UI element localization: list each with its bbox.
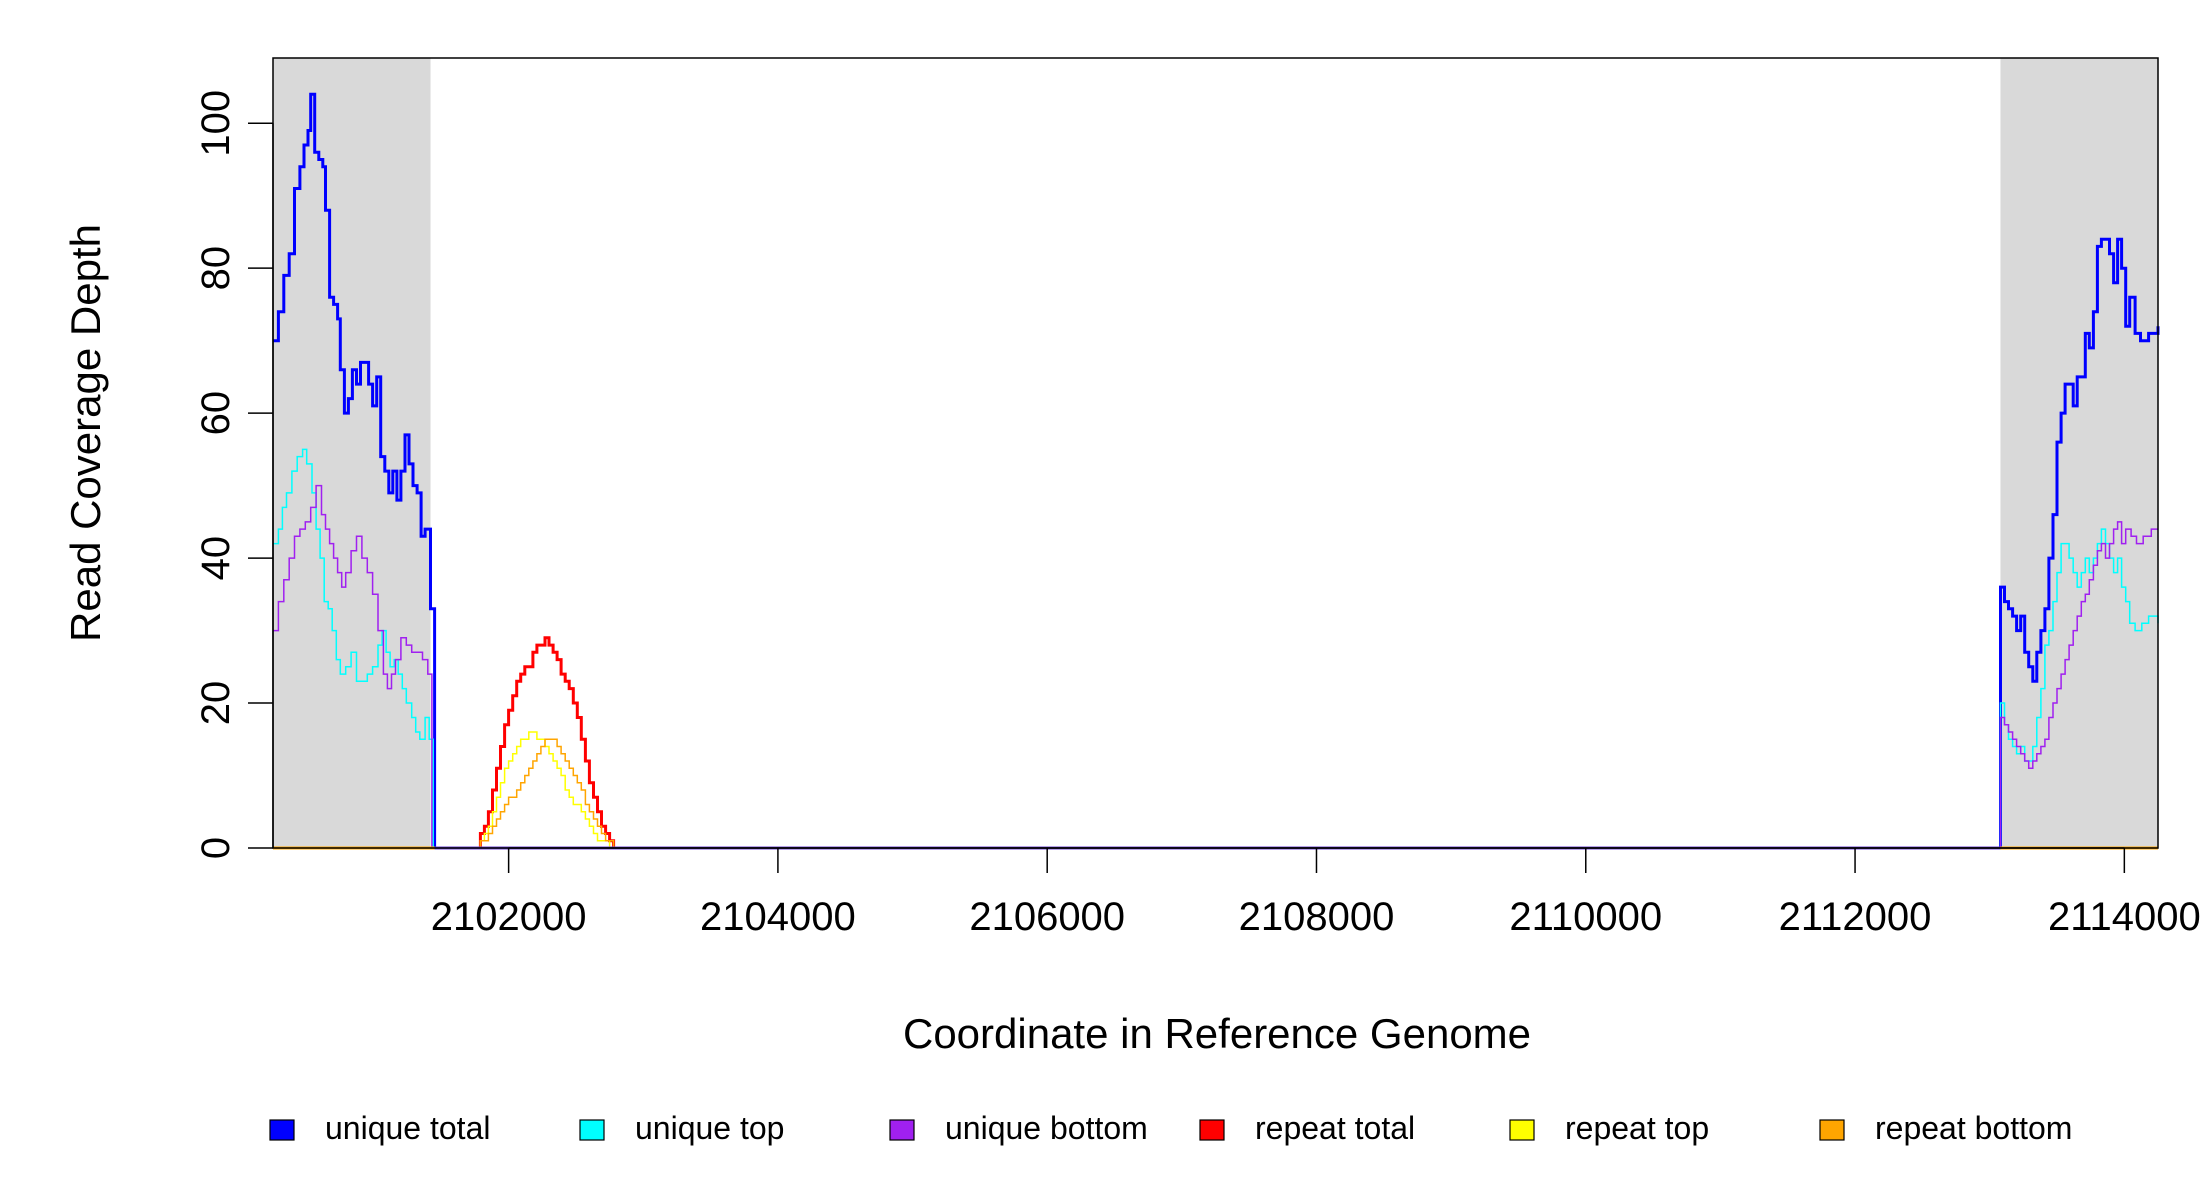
- y-tick-label: 80: [194, 246, 238, 291]
- x-tick-label: 2112000: [1779, 895, 1932, 939]
- y-tick-label: 100: [194, 90, 238, 157]
- shaded-regions: [273, 58, 2158, 848]
- shaded-region-2: [2000, 58, 2158, 848]
- legend-label: unique bottom: [945, 1110, 1148, 1146]
- x-axis-label: Coordinate in Reference Genome: [903, 1010, 1531, 1057]
- plot-frame: [272, 57, 2159, 849]
- legend-swatch: [1199, 1119, 1225, 1141]
- x-tick-label: 2110000: [1509, 895, 1662, 939]
- legend-label: repeat top: [1565, 1110, 1709, 1146]
- series-lines: [273, 92, 2160, 850]
- y-tick-label: 60: [194, 391, 238, 436]
- legend-item-repeat-bottom: repeat bottom: [1819, 1110, 2072, 1146]
- legend-label: repeat total: [1255, 1110, 1415, 1146]
- legend-swatch: [1509, 1119, 1535, 1141]
- series-line-repeat-bottom: [476, 738, 615, 849]
- legend-item-repeat-total: repeat total: [1199, 1110, 1415, 1146]
- legend-swatch: [579, 1119, 605, 1141]
- series-line-repeat-total: [476, 636, 616, 850]
- y-axis-label: Read Coverage Depth: [62, 224, 109, 642]
- x-tick-label: 2114000: [2048, 895, 2200, 939]
- legend-swatch: [269, 1119, 295, 1141]
- legend: unique total unique top unique bottom repea…: [269, 1110, 2072, 1146]
- legend-label: repeat bottom: [1875, 1110, 2072, 1146]
- y-tick-label: 40: [194, 536, 238, 581]
- y-tick-label: 20: [194, 681, 238, 726]
- x-tick-label: 2106000: [969, 895, 1125, 939]
- legend-swatch: [889, 1119, 915, 1141]
- legend-item-unique-bottom: unique bottom: [889, 1110, 1148, 1146]
- series-line-unique-top: [273, 448, 2159, 849]
- series-line-unique-bottom: [273, 484, 2158, 849]
- x-tick-label: 2108000: [1239, 895, 1395, 939]
- legend-swatch: [1819, 1119, 1845, 1141]
- shaded-region-1: [273, 58, 431, 848]
- x-tick-label: 2102000: [431, 895, 587, 939]
- legend-label: unique top: [635, 1110, 784, 1146]
- legend-item-unique-total: unique total: [269, 1110, 490, 1146]
- y-axis: 0 20 40 60 80 100: [194, 90, 274, 859]
- x-axis: 2102000 2104000 2106000 2108000 2110000 21120…: [431, 847, 2200, 939]
- series-line-unique-total: [273, 92, 2160, 850]
- y-tick-label: 0: [194, 837, 238, 859]
- x-tick-label: 2104000: [700, 895, 856, 939]
- legend-item-repeat-top: repeat top: [1509, 1110, 1709, 1146]
- legend-item-unique-top: unique top: [579, 1110, 784, 1146]
- legend-label: unique total: [325, 1110, 490, 1146]
